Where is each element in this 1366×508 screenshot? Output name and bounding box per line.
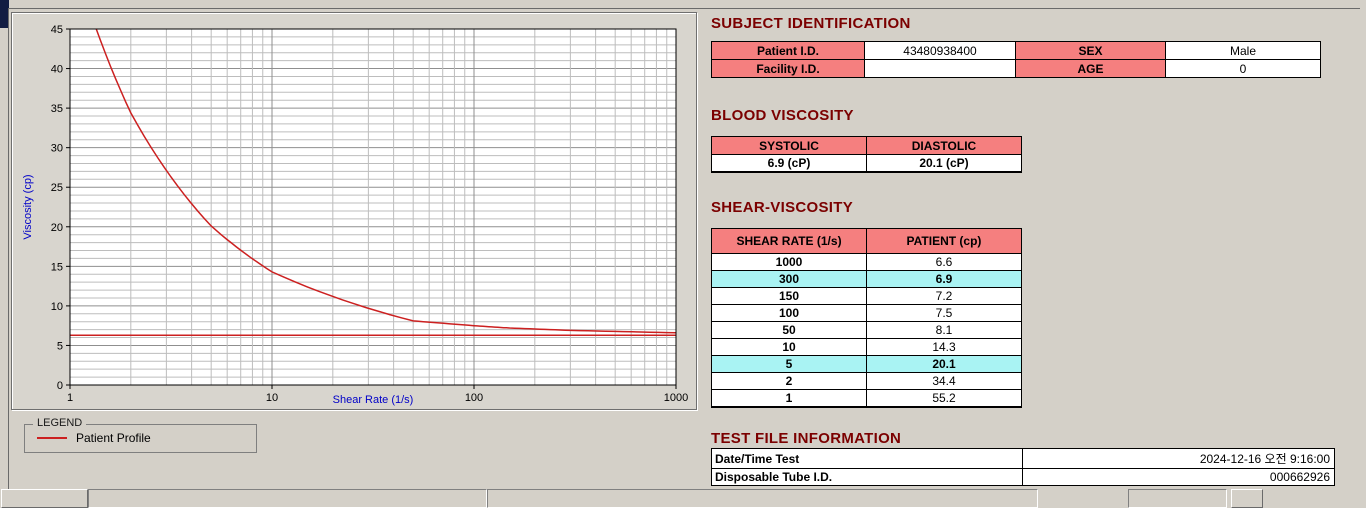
shear-rate-cell: 100: [711, 304, 867, 322]
shear-rate-cell: 2: [711, 372, 867, 390]
patient-cp-cell: 14.3: [866, 338, 1022, 356]
shear-row: 10 14.3: [711, 338, 1022, 356]
svg-text:35: 35: [51, 103, 63, 115]
legend-title: LEGEND: [33, 417, 87, 429]
patient-cp-cell: 20.1: [866, 355, 1022, 373]
date-time-test-label: Date/Time Test: [711, 448, 1023, 469]
patient-profile-line-swatch: [37, 437, 67, 439]
y-axis-title: Viscosity (cp): [22, 174, 34, 240]
shear-row: 2 34.4: [711, 372, 1022, 390]
window-corner: [0, 0, 9, 28]
patient-cp-header: PATIENT (cp): [866, 228, 1022, 254]
svg-text:25: 25: [51, 182, 63, 194]
subject-identification-title: SUBJECT IDENTIFICATION: [711, 15, 911, 32]
table-row: Disposable Tube I.D. 000662926: [711, 468, 1335, 486]
viscosity-chart-panel: 0 5 10 15 20 25 30 35 40 45 1 10 100 1000 Viscosity (…: [11, 12, 697, 410]
frame-edge-horizontal: [8, 8, 1360, 9]
legend-box: LEGEND Patient Profile: [24, 417, 257, 453]
diastolic-header: DIASTOLIC: [866, 136, 1022, 155]
shear-row: 300 6.9: [711, 270, 1022, 288]
bottom-panel-1[interactable]: [88, 489, 487, 508]
disposable-tube-id-label: Disposable Tube I.D.: [711, 468, 1023, 486]
svg-text:0: 0: [57, 380, 63, 392]
age-label: AGE: [1015, 59, 1166, 78]
age-value: 0: [1165, 59, 1321, 78]
shear-rate-cell: 1: [711, 389, 867, 408]
svg-text:10: 10: [51, 301, 63, 313]
patient-cp-cell: 7.2: [866, 287, 1022, 305]
subject-identification-table: Patient I.D. 43480938400 SEX Male Facili…: [711, 41, 1321, 78]
patient-cp-cell: 7.5: [866, 304, 1022, 322]
bottom-button-1[interactable]: [1, 489, 88, 508]
sex-label: SEX: [1015, 41, 1166, 60]
patient-cp-cell: 8.1: [866, 321, 1022, 339]
diastolic-value: 20.1 (cP): [866, 154, 1022, 173]
legend-entry: Patient Profile: [37, 431, 151, 445]
shear-rate-cell: 50: [711, 321, 867, 339]
shear-viscosity-title: SHEAR-VISCOSITY: [711, 199, 854, 216]
table-row: SYSTOLIC DIASTOLIC: [711, 136, 1022, 155]
blood-viscosity-table: SYSTOLIC DIASTOLIC 6.9 (cP) 20.1 (cP): [711, 136, 1022, 173]
table-row: Date/Time Test 2024-12-16 오전 9:16:00: [711, 448, 1335, 469]
disposable-tube-id-value: 000662926: [1022, 468, 1335, 486]
shear-row: 100 7.5: [711, 304, 1022, 322]
table-header-row: SHEAR RATE (1/s) PATIENT (cp): [711, 228, 1022, 254]
shear-viscosity-table: SHEAR RATE (1/s) PATIENT (cp) 1000 6.6 300…: [711, 228, 1022, 408]
patient-cp-cell: 6.9: [866, 270, 1022, 288]
patient-id-label: Patient I.D.: [711, 41, 865, 60]
shear-row: 1 55.2: [711, 389, 1022, 408]
x-axis-title: Shear Rate (1/s): [332, 394, 414, 406]
test-file-information-title: TEST FILE INFORMATION: [711, 430, 902, 447]
shear-rate-cell: 5: [711, 355, 867, 373]
patient-cp-cell: 34.4: [866, 372, 1022, 390]
chart-svg: 0 5 10 15 20 25 30 35 40 45 1 10 100 1000: [51, 24, 688, 404]
facility-id-value: [864, 59, 1016, 78]
date-time-test-value: 2024-12-16 오전 9:16:00: [1022, 448, 1335, 469]
patient-cp-cell: 55.2: [866, 389, 1022, 408]
shear-rate-cell: 10: [711, 338, 867, 356]
shear-row: 150 7.2: [711, 287, 1022, 305]
facility-id-label: Facility I.D.: [711, 59, 865, 78]
sex-value: Male: [1165, 41, 1321, 60]
shear-rate-cell: 150: [711, 287, 867, 305]
systolic-value: 6.9 (cP): [711, 154, 867, 173]
svg-text:5: 5: [57, 340, 63, 352]
svg-text:40: 40: [51, 64, 63, 76]
legend-entry-label: Patient Profile: [76, 431, 151, 445]
table-row: Facility I.D. AGE 0: [711, 59, 1321, 78]
shear-rate-cell: 1000: [711, 253, 867, 271]
test-file-information-table: Date/Time Test 2024-12-16 오전 9:16:00 Dis…: [711, 448, 1335, 486]
patient-id-value: 43480938400: [864, 41, 1016, 60]
shear-rate-header: SHEAR RATE (1/s): [711, 228, 867, 254]
shear-row: 1000 6.6: [711, 253, 1022, 271]
patient-cp-cell: 6.6: [866, 253, 1022, 271]
blood-viscosity-title: BLOOD VISCOSITY: [711, 107, 854, 124]
svg-text:1000: 1000: [664, 392, 688, 404]
svg-text:100: 100: [465, 392, 483, 404]
bottom-button-2[interactable]: [1231, 489, 1263, 508]
frame-edge-vertical: [8, 8, 9, 508]
svg-text:20: 20: [51, 222, 63, 234]
svg-text:1: 1: [67, 392, 73, 404]
systolic-header: SYSTOLIC: [711, 136, 867, 155]
shear-row: 5 20.1: [711, 355, 1022, 373]
svg-text:45: 45: [51, 24, 63, 36]
bottom-panel-3[interactable]: [1128, 489, 1227, 508]
table-row: 6.9 (cP) 20.1 (cP): [711, 154, 1022, 173]
table-row: Patient I.D. 43480938400 SEX Male: [711, 41, 1321, 60]
shear-rate-cell: 300: [711, 270, 867, 288]
svg-text:10: 10: [266, 392, 278, 404]
shear-viscosity-body: 1000 6.6 300 6.9 150 7.2 100 7.5 50 8.1 10 14.3 5 20.…: [711, 253, 1022, 408]
svg-text:30: 30: [51, 143, 63, 155]
bottom-panel-2[interactable]: [487, 489, 1038, 508]
svg-text:15: 15: [51, 261, 63, 273]
shear-row: 50 8.1: [711, 321, 1022, 339]
